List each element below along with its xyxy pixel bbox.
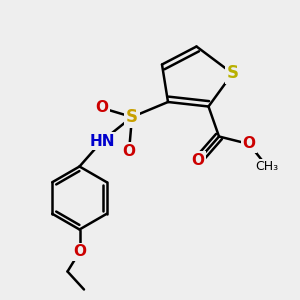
Text: O: O (122, 144, 136, 159)
Text: O: O (73, 244, 86, 260)
Text: CH₃: CH₃ (255, 160, 279, 173)
Text: HN: HN (89, 134, 115, 148)
Text: S: S (126, 108, 138, 126)
Text: O: O (242, 136, 256, 152)
Text: O: O (191, 153, 205, 168)
Text: O: O (95, 100, 109, 116)
Text: S: S (226, 64, 238, 82)
